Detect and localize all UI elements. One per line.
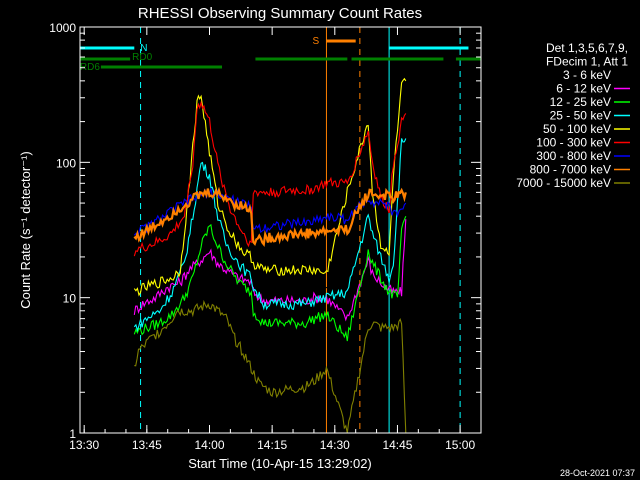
legend-header: Det 1,3,5,6,7,9, (546, 41, 628, 55)
legend-entry: 100 - 300 keV (536, 136, 611, 150)
y-tick-label: 10 (63, 292, 77, 306)
legend-entry: 6 - 12 keV (556, 82, 611, 96)
x-tick-label: 15:00 (445, 438, 475, 452)
x-tick-label: 13:30 (69, 438, 99, 452)
flag-label-rd6: RD6 (80, 62, 100, 73)
series-line (133, 100, 407, 257)
legend-entry: 3 - 6 keV (563, 68, 611, 82)
x-tick-label: 13:45 (132, 438, 162, 452)
flag-label-n: N (140, 43, 147, 54)
legend-entry: 12 - 25 keV (550, 95, 611, 109)
legend-header: FDecim 1, Att 1 (546, 55, 628, 69)
x-axis: 13:30 13:45 14:00 14:15 14:30 14:45 15:00 (69, 27, 482, 452)
legend-entry: 50 - 100 keV (543, 122, 611, 136)
x-tick-label: 14:15 (257, 438, 287, 452)
legend-entry: 7000 - 15000 keV (516, 176, 611, 190)
flag-label-s: S (312, 36, 319, 47)
flag-bars: N S RD0 RD6 (80, 36, 481, 73)
x-tick-label: 14:30 (320, 438, 350, 452)
plot-frame (79, 26, 482, 434)
legend-entry: 300 - 800 keV (536, 149, 611, 163)
legend: Det 1,3,5,6,7,9,FDecim 1, Att 13 - 6 keV… (516, 41, 630, 190)
flag-label-rd0: RD0 (132, 52, 152, 63)
x-tick-label: 14:00 (194, 438, 224, 452)
y-tick-label: 1000 (49, 21, 76, 35)
y-tick-label: 1 (69, 427, 76, 441)
legend-entry: 25 - 50 keV (550, 109, 611, 123)
series-line (133, 77, 407, 297)
series-line (133, 186, 407, 248)
series-line (134, 299, 407, 433)
series-line (133, 215, 407, 342)
x-axis-label: Start Time (10-Apr-15 13:29:02) (188, 456, 372, 471)
y-axis-label: Count Rate (s⁻¹ detector⁻¹) (18, 151, 33, 309)
y-tick-label: 100 (56, 156, 76, 170)
series-line (133, 138, 407, 333)
chart-title: RHESSI Observing Summary Count Rates (138, 5, 422, 22)
data-series (133, 77, 407, 433)
footer-timestamp: 28-Oct-2021 07:37 (560, 468, 635, 478)
y-axis: 1 10 100 1000 (49, 21, 481, 441)
legend-entry: 800 - 7000 keV (530, 163, 611, 177)
x-tick-label: 14:45 (382, 438, 412, 452)
